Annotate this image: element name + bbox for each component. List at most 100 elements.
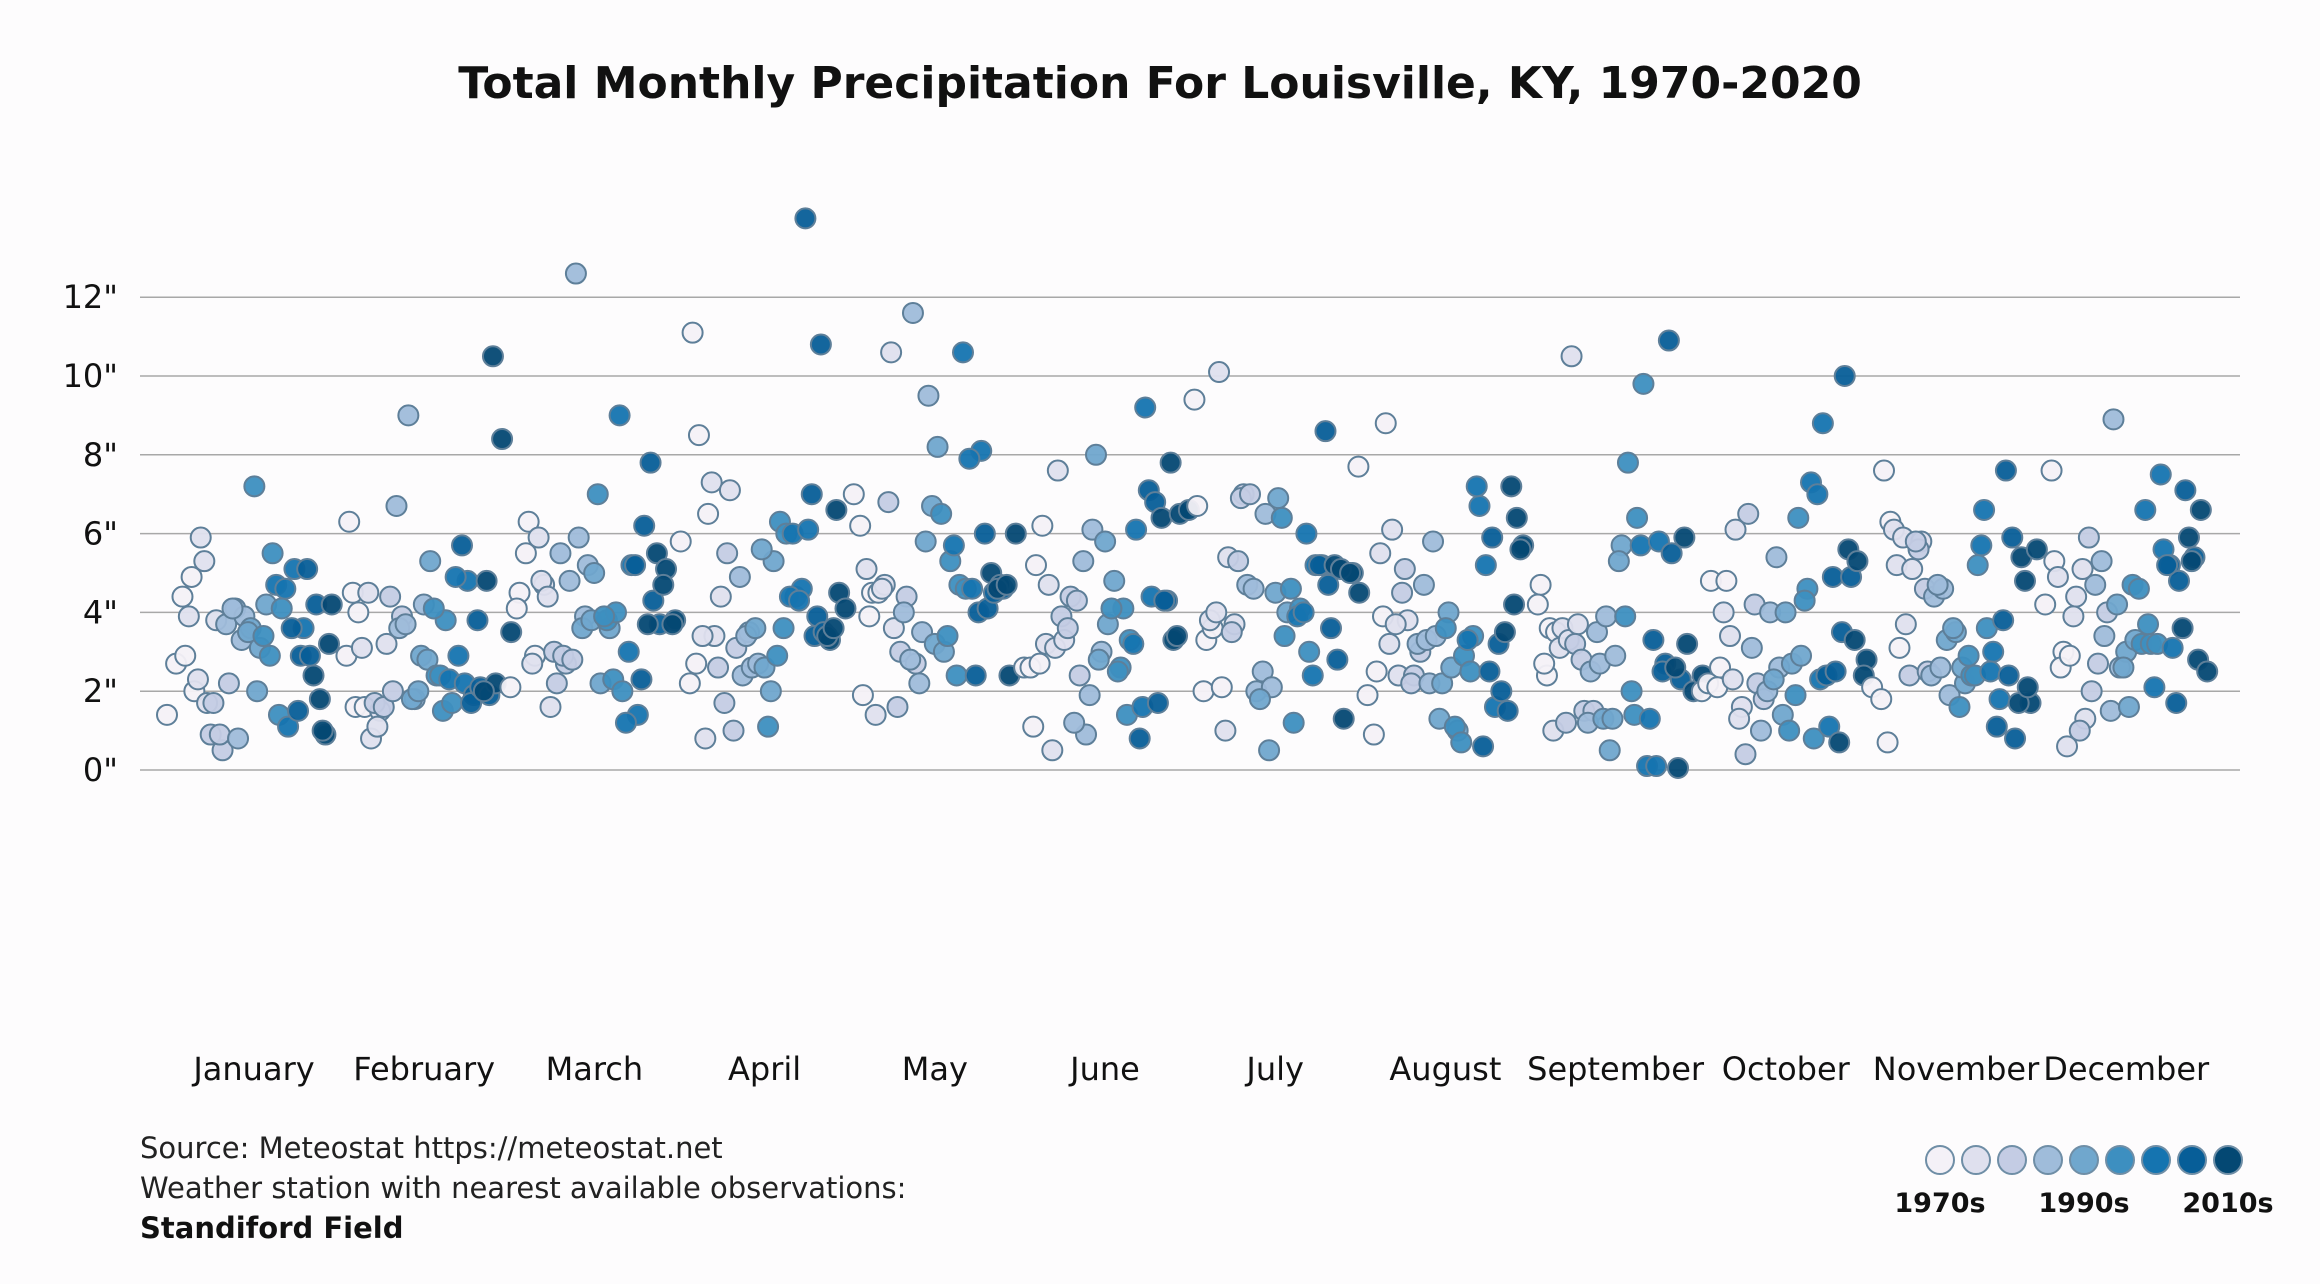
data-point-november-2005 [1982,640,2005,663]
data-point-august-1992 [1422,530,1445,553]
data-point-january-2019 [308,688,331,711]
data-point-october-1988 [1749,719,1772,742]
data-point-september-1975 [1533,652,1556,675]
data-point-october-1984 [1734,743,1757,766]
data-point-september-2014 [1657,329,1680,352]
data-point-april-1981 [718,479,741,502]
data-point-august-1974 [1362,723,1385,746]
data-point-december-1970 [2034,593,2057,616]
data-point-december-1987 [2084,573,2107,596]
data-point-january-2013 [296,558,319,581]
data-point-may-1984 [886,695,909,718]
data-point-april-1996 [750,538,773,561]
data-point-december-1980 [2062,605,2085,628]
data-point-january-1987 [227,727,250,750]
data-point-august-2006 [1465,475,1488,498]
data-point-april-2019 [834,597,857,620]
data-point-october-2011 [1833,365,1856,387]
data-point-february-2005 [447,644,470,667]
data-point-june-2009 [1128,727,1151,750]
data-point-april-1986 [722,719,745,742]
data-point-may-1980 [871,577,893,600]
data-point-june-2016 [1150,506,1173,529]
data-point-april-2020 [822,617,845,640]
data-point-april-1983 [716,542,739,565]
data-point-november-2012 [2004,727,2027,750]
data-point-september-2002 [1632,372,1655,395]
data-point-november-2006 [1970,534,1993,557]
data-point-october-1980 [1719,625,1741,648]
data-point-july-1990 [1242,577,1265,600]
data-point-september-2010 [1642,628,1665,651]
data-point-february-1996 [407,680,430,703]
legend-swatch [2033,1145,2063,1175]
data-point-march-1972 [517,510,540,533]
y-tick-label: 12" [63,278,118,316]
data-point-june-1985 [1056,617,1079,640]
data-point-april-1974 [697,502,720,525]
data-point-may-1992 [917,384,940,407]
data-point-september-1998 [1616,451,1639,474]
data-point-january-2000 [261,542,284,565]
data-point-november-1999 [1948,695,1971,718]
x-axis-month-labels: January February March April May June July Augu… [191,1050,2210,1088]
data-point-may-1991 [908,672,931,695]
data-point-july-2016 [1332,707,1355,730]
data-point-july-1975 [1210,676,1233,699]
data-point-september-1970 [1529,573,1552,596]
data-point-november-2018 [2016,676,2039,699]
month-label: February [353,1050,495,1088]
data-point-september-1972 [1526,593,1549,616]
data-point-november-2014 [2001,526,2024,549]
data-point-april-1982 [707,656,730,679]
data-point-february-2018 [481,345,504,368]
data-point-february-2017 [472,680,495,703]
data-point-may-1990 [899,648,922,671]
data-point-july-2012 [1317,573,1340,596]
data-point-march-1973 [505,597,528,620]
legend: 1970s 1990s 2010s [1894,1145,2274,1219]
data-point-august-2020 [1509,538,1532,561]
data-points [156,207,2219,780]
data-point-april-2018 [825,498,848,521]
data-point-july-1970 [1186,495,1209,518]
data-point-june-1981 [1041,739,1064,762]
data-point-april-1976 [694,727,717,750]
data-point-december-2007 [2161,636,2184,659]
data-point-march-1979 [539,695,562,718]
data-point-february-2015 [475,569,498,592]
data-point-september-2012 [1660,542,1683,565]
data-point-august-1978 [1378,632,1401,655]
data-point-march-1974 [514,542,537,565]
data-point-september-2018 [1673,526,1696,549]
data-point-december-2013 [2174,479,2197,502]
data-point-october-2012 [1821,565,1844,588]
data-point-october-2019 [1843,628,1866,651]
data-point-june-1975 [1028,652,1051,675]
data-point-november-1980 [1901,558,1924,581]
data-point-december-2016 [2180,550,2203,573]
data-point-june-1973 [1031,514,1054,537]
data-point-january-1970 [156,703,178,726]
data-point-july-1998 [1273,625,1296,648]
data-point-may-1993 [926,435,949,458]
data-point-march-1989 [567,526,590,549]
data-point-january-2011 [298,644,321,667]
data-point-november-2004 [1973,498,1996,521]
station-note: Weather station with nearest available o… [140,1171,906,1205]
data-point-march-1986 [561,648,584,671]
data-point-june-1976 [1037,573,1060,596]
data-point-may-2020 [1004,522,1027,545]
data-point-november-1990 [1929,656,1952,679]
data-point-august-2004 [1468,495,1491,518]
data-point-july-1993 [1248,688,1271,711]
data-point-december-2002 [2137,613,2160,636]
data-point-december-1978 [2065,585,2088,608]
data-point-january-1975 [180,565,203,588]
data-point-january-2009 [280,617,303,640]
data-point-july-2005 [1295,522,1318,545]
data-point-may-2006 [961,577,984,600]
data-point-august-2017 [1503,593,1526,616]
data-point-july-2003 [1298,640,1321,663]
legend-swatch [1925,1145,1955,1175]
